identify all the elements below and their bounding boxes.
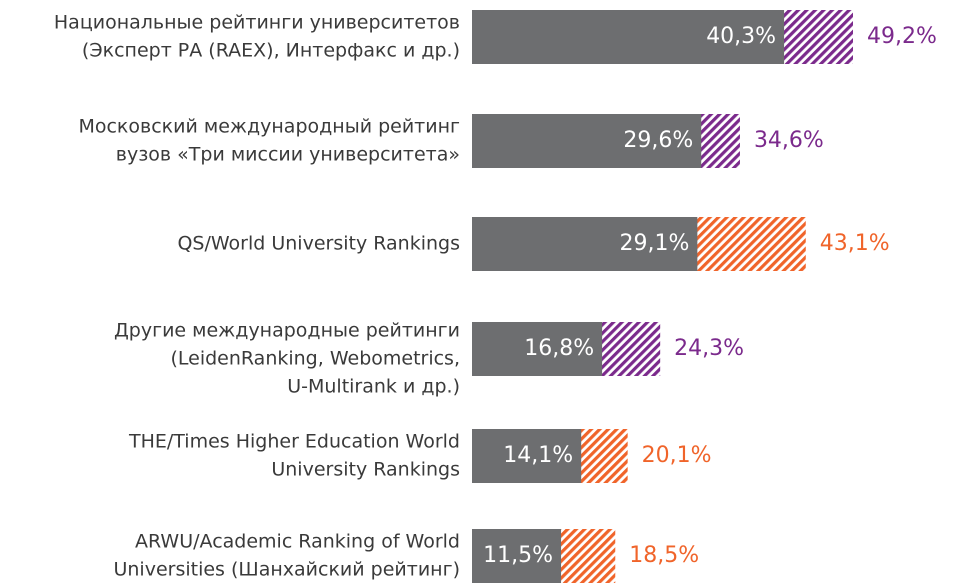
total-label: 34,6%	[754, 128, 824, 153]
category-label: University Rankings	[271, 459, 460, 481]
category-label: THE/Times Higher Education World	[128, 431, 460, 453]
value-label: 14,1%	[503, 443, 573, 468]
bar	[472, 322, 603, 376]
category-label: Московский международный рейтинг	[78, 116, 460, 138]
bar	[472, 217, 698, 271]
category-label: Национальные рейтинги университетов	[54, 12, 460, 34]
total-label: 49,2%	[867, 24, 937, 49]
value-label: 11,5%	[483, 543, 553, 568]
category-label: Universities (Шанхайский рейтинг)	[113, 559, 460, 581]
bar	[472, 114, 702, 168]
total-label: 18,5%	[629, 543, 699, 568]
category-label: U-Multirank и др.)	[287, 376, 460, 398]
value-label: 16,8%	[524, 336, 594, 361]
category-label: (LeidenRanking, Webometrics,	[170, 348, 460, 370]
total-label: 24,3%	[674, 336, 744, 361]
category-label: Другие международные рейтинги	[114, 320, 460, 342]
value-label: 40,3%	[706, 24, 776, 49]
category-label: QS/World University Rankings	[177, 233, 460, 255]
bar	[472, 429, 582, 483]
value-label: 29,6%	[623, 128, 693, 153]
category-label: ARWU/Academic Ranking of World	[135, 531, 460, 553]
bar	[472, 529, 562, 583]
category-label: (Эксперт РА (RAEX), Интерфакс и др.)	[82, 40, 460, 62]
total-label: 20,1%	[642, 443, 712, 468]
category-label: вузов «Три миссии университета»	[116, 144, 460, 166]
total-label: 43,1%	[820, 231, 890, 256]
bar	[472, 10, 785, 64]
value-label: 29,1%	[619, 231, 689, 256]
